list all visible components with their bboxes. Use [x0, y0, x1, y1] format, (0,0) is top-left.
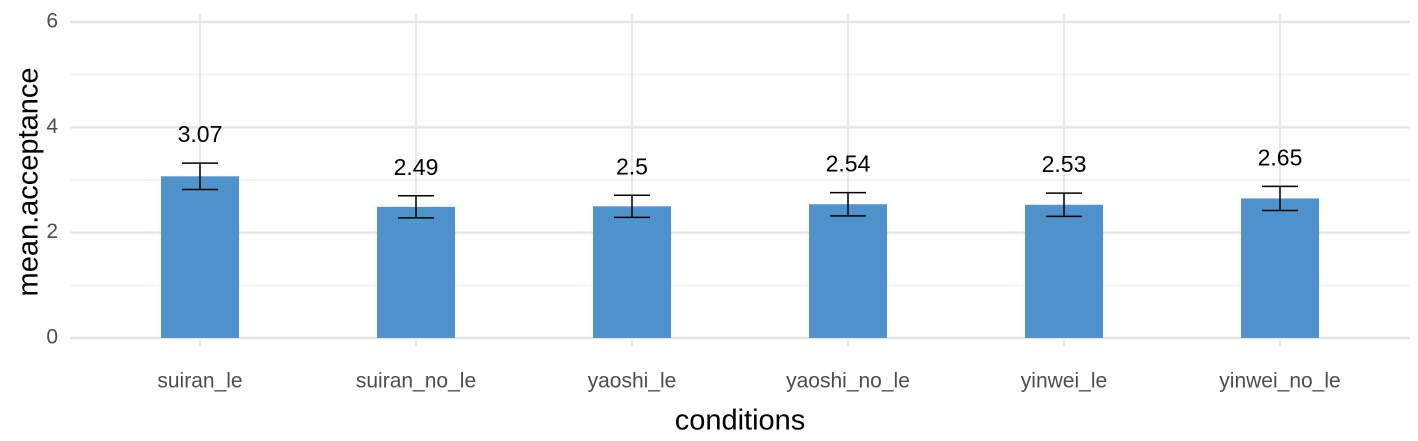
y-axis-title: mean.acceptance — [13, 68, 45, 297]
value-label: 3.07 — [178, 121, 223, 147]
y-tick-label: 4 — [46, 115, 58, 138]
x-tick-label: suiran_no_le — [356, 370, 476, 393]
x-tick-label: yaoshi_le — [588, 370, 677, 393]
value-label: 2.49 — [394, 154, 439, 180]
error-bar — [1262, 185, 1298, 212]
bar — [377, 206, 455, 338]
x-tick-label: yinwei_le — [1021, 370, 1107, 393]
bar — [593, 206, 671, 338]
error-bar — [398, 195, 434, 219]
y-tick-label: 6 — [46, 10, 58, 33]
bar — [809, 204, 887, 338]
bar — [1025, 204, 1103, 338]
value-label: 2.5 — [616, 153, 648, 179]
error-bar — [182, 162, 218, 191]
x-tick-label: yinwei_no_le — [1219, 370, 1340, 393]
x-axis-title: conditions — [675, 405, 806, 437]
value-label: 2.54 — [826, 151, 871, 177]
value-label: 2.65 — [1258, 144, 1303, 170]
error-bar — [1046, 192, 1082, 218]
x-tick-label: yaoshi_no_le — [786, 370, 910, 393]
error-bar — [830, 191, 866, 217]
y-tick-label: 0 — [46, 326, 58, 349]
y-tick-label: 2 — [46, 220, 58, 243]
bar — [1241, 198, 1319, 338]
error-bar — [614, 194, 650, 219]
value-label: 2.53 — [1042, 151, 1087, 177]
bar — [161, 176, 239, 338]
x-tick-label: suiran_le — [157, 370, 242, 393]
